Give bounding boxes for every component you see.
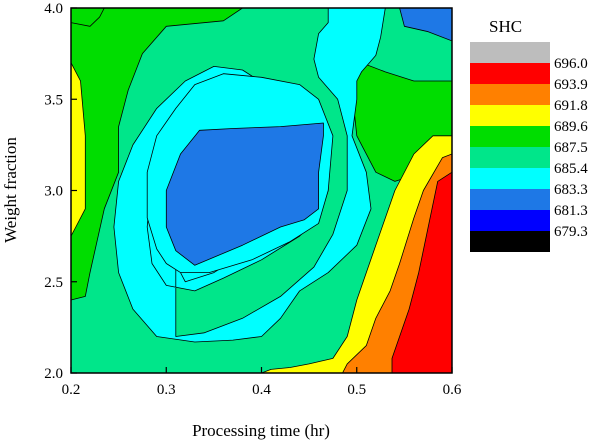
contour-regions: [71, 8, 452, 373]
legend-swatch: [470, 63, 550, 84]
contour-region-687-5-1: [71, 8, 243, 301]
x-tick-label: 0.3: [157, 382, 176, 398]
contour-region-681-3-10: [165, 122, 324, 266]
legend-swatch: [470, 105, 550, 126]
x-tick-label: 0.2: [62, 382, 81, 398]
x-axis: 0.2 0.3 0.4 0.5 0.6: [62, 367, 462, 398]
legend-swatch: [470, 147, 550, 168]
legend-label: 683.3: [554, 182, 588, 198]
y-axis: 2.0 2.5 3.0 3.5 4.0: [44, 1, 77, 382]
y-axis-title: Weight fraction: [1, 137, 20, 243]
legend-swatch: [470, 42, 550, 63]
legend-swatch: [470, 84, 550, 105]
legend-swatch: [470, 168, 550, 189]
legend-label: 685.4: [554, 161, 588, 177]
legend-label: 689.6: [554, 119, 588, 135]
y-tick-label: 3.5: [44, 92, 63, 108]
legend-swatch: [470, 210, 550, 231]
contour-region-689-6-4: [71, 62, 86, 237]
legend-label: 691.8: [554, 98, 588, 114]
x-tick-label: 0.5: [347, 382, 366, 398]
x-tick-label: 0.4: [252, 382, 271, 398]
y-tick-label: 3.0: [44, 184, 63, 200]
legend-label: 693.9: [554, 77, 588, 93]
legend-swatch: [470, 231, 550, 252]
x-axis-title: Processing time (hr): [192, 421, 330, 440]
contour-region-687-5-2: [71, 8, 105, 27]
legend-swatch: [470, 126, 550, 147]
legend: SHC 696.0 693.9 691.8 689.6 687.5 685.4 683.3 6…: [470, 17, 588, 252]
legend-label: 696.0: [554, 56, 588, 72]
legend-swatch: [470, 189, 550, 210]
y-tick-label: 2.5: [44, 275, 63, 291]
legend-label: 687.5: [554, 140, 588, 156]
y-tick-label: 4.0: [44, 1, 63, 17]
legend-title: SHC: [489, 17, 522, 36]
x-tick-label: 0.6: [443, 382, 462, 398]
legend-label: 679.3: [554, 224, 588, 240]
contour-region-681-3-11: [399, 8, 452, 42]
contour-region-693-9-7: [391, 171, 452, 373]
y-tick-label: 2.0: [44, 366, 63, 382]
legend-label: 681.3: [554, 203, 588, 219]
